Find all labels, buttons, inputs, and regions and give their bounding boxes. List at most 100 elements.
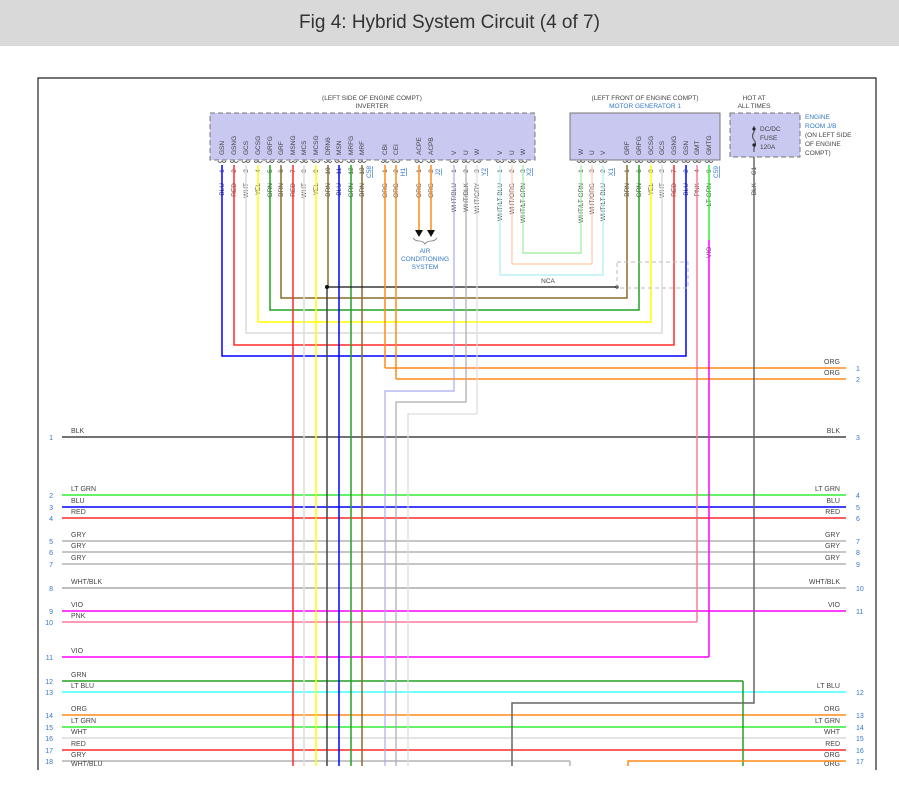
inverter-location: (LEFT SIDE OF ENGINE COMPT)	[322, 95, 422, 102]
inverter-pin-signal: GCSG	[255, 136, 262, 155]
row-right-label: RED	[825, 509, 840, 516]
mg-pin-signal: GSN	[683, 141, 690, 155]
inverter-connector	[209, 112, 536, 161]
row-left-label: LT GRN	[71, 486, 96, 493]
fuse-icon	[751, 126, 757, 152]
fuse-terminal	[752, 127, 756, 131]
row-left-pin: 6	[49, 550, 53, 557]
pin-terminal-icon	[299, 160, 309, 163]
row-left-label: GRY	[71, 555, 86, 562]
inverter-pin-signal: V	[451, 150, 458, 155]
mg-connector-ref: X1	[608, 168, 615, 176]
inverter-pin-signal: MRFG	[348, 136, 355, 155]
pin-terminal-icon	[229, 160, 239, 163]
pin-terminal-icon	[323, 160, 333, 163]
brace-icon	[412, 237, 438, 245]
row-left-pin: 17	[45, 748, 53, 755]
inverter-pin-signal: DRN6	[325, 137, 332, 155]
row-left-label: GRN	[71, 672, 87, 679]
inverter-pin-signal: MSN	[336, 140, 343, 155]
row-left-pin: 3	[49, 505, 53, 512]
row-right-pin: 8	[856, 550, 860, 557]
pin-terminal-icon	[657, 160, 667, 163]
pin-terminal-icon	[704, 160, 714, 163]
row-right-label: WHT	[824, 729, 841, 736]
inverter-pin-signal: GSNG	[231, 136, 238, 155]
row-left-pin: 14	[45, 713, 53, 720]
pin-terminal-icon	[518, 160, 528, 163]
inverter-name: INVERTER	[356, 103, 389, 110]
row-right-pin: 15	[856, 736, 864, 743]
row-right-pin: 12	[856, 690, 864, 697]
junction-block-label: ENGINE	[805, 114, 831, 121]
row-left-label: GRY	[71, 752, 86, 759]
pin-terminal-icon	[334, 160, 344, 163]
pin-terminal-icon	[598, 160, 608, 163]
wire-fuse-blk	[511, 157, 755, 766]
air-conditioning-label: AIR	[420, 248, 431, 255]
row-right-pin: 3	[856, 435, 860, 442]
inverter-pin-signal: GRFG	[267, 136, 274, 155]
inverter-pin-signal: GRF	[278, 141, 285, 155]
mg-location: (LEFT FRONT OF ENGINE COMPT)	[591, 95, 698, 102]
wire-V-wht-blu	[384, 165, 455, 766]
row-left-label: RED	[71, 509, 86, 516]
mg-pin-signal: V	[600, 150, 607, 155]
wire-U-wht-blk	[395, 165, 467, 766]
wire-V-wht-lt-blu	[499, 165, 604, 276]
wire-U-wht-org	[511, 165, 593, 265]
row-right-pin: 17	[856, 759, 864, 766]
junction-block-label: ROOM J/B	[805, 123, 836, 130]
pin-terminal-icon	[576, 160, 586, 163]
inverter-pin-signal: ACPB	[428, 137, 435, 155]
inverter-pin-signal: V	[497, 150, 504, 155]
row-right-label: ORG	[824, 752, 840, 759]
row-left-pin: 4	[49, 516, 53, 523]
row-right-label: ORG	[824, 370, 840, 377]
row-left-pin: 10	[45, 620, 53, 627]
row-right-pin: 7	[856, 539, 860, 546]
figure-title: Fig 4: Hybrid System Circuit (4 of 7)	[299, 12, 600, 33]
hot-at-all-times-label: ALL TIMES	[738, 103, 772, 110]
inverter-pin-signal: GSN	[219, 141, 226, 155]
wire-W-wht-gry	[407, 165, 478, 766]
row-right-pin: 5	[856, 505, 860, 512]
fuse-label: FUSE	[760, 135, 778, 142]
mg-name: MOTOR GENERATOR 1	[609, 103, 681, 110]
row-left-label: LT BLU	[71, 683, 94, 690]
pin-terminal-icon	[217, 160, 227, 163]
inverter-pin-signal: ACPE	[416, 137, 423, 155]
pin-terminal-icon	[461, 160, 471, 163]
row-right-pin: 14	[856, 725, 864, 732]
diagram-frame	[37, 77, 877, 770]
row-right-label: BLU	[826, 498, 840, 505]
wire-W-wht-lt-grn	[522, 165, 582, 254]
wire-org-17	[627, 760, 846, 766]
row-right-label: RED	[825, 741, 840, 748]
row-right-pin: 9	[856, 562, 860, 569]
mg-pin-signal: U	[589, 150, 596, 155]
row-left-pin: 9	[49, 609, 53, 616]
inverter-pin-signal: MRF	[359, 141, 366, 155]
nca-shield-box	[616, 261, 689, 289]
row-left-pin: 16	[45, 736, 53, 743]
row-left-label: GRY	[71, 532, 86, 539]
row-right-label: ORG	[824, 761, 840, 768]
mg-connector-ref: C59	[713, 166, 720, 178]
row-left-label: LT GRN	[71, 718, 96, 725]
row-left-pin: 8	[49, 586, 53, 593]
inverter-pin-signal: W	[474, 148, 481, 155]
row-right-pin: 4	[856, 493, 860, 500]
inverter-connector-ref: J2	[435, 168, 442, 175]
fuse-terminal	[752, 143, 756, 147]
row-right-label: GRY	[825, 543, 840, 550]
pin-terminal-icon	[346, 160, 356, 163]
row-right-pin: 13	[856, 713, 864, 720]
pin-terminal-icon	[681, 160, 691, 163]
pin-terminal-icon	[449, 160, 459, 163]
mg-pin-signal: GCSG	[648, 136, 655, 155]
row-right-pin: 16	[856, 748, 864, 755]
row-right-label: LT GRN	[815, 718, 840, 725]
inverter-pin-signal: CEI	[393, 144, 400, 155]
row-right-label: GRY	[825, 555, 840, 562]
